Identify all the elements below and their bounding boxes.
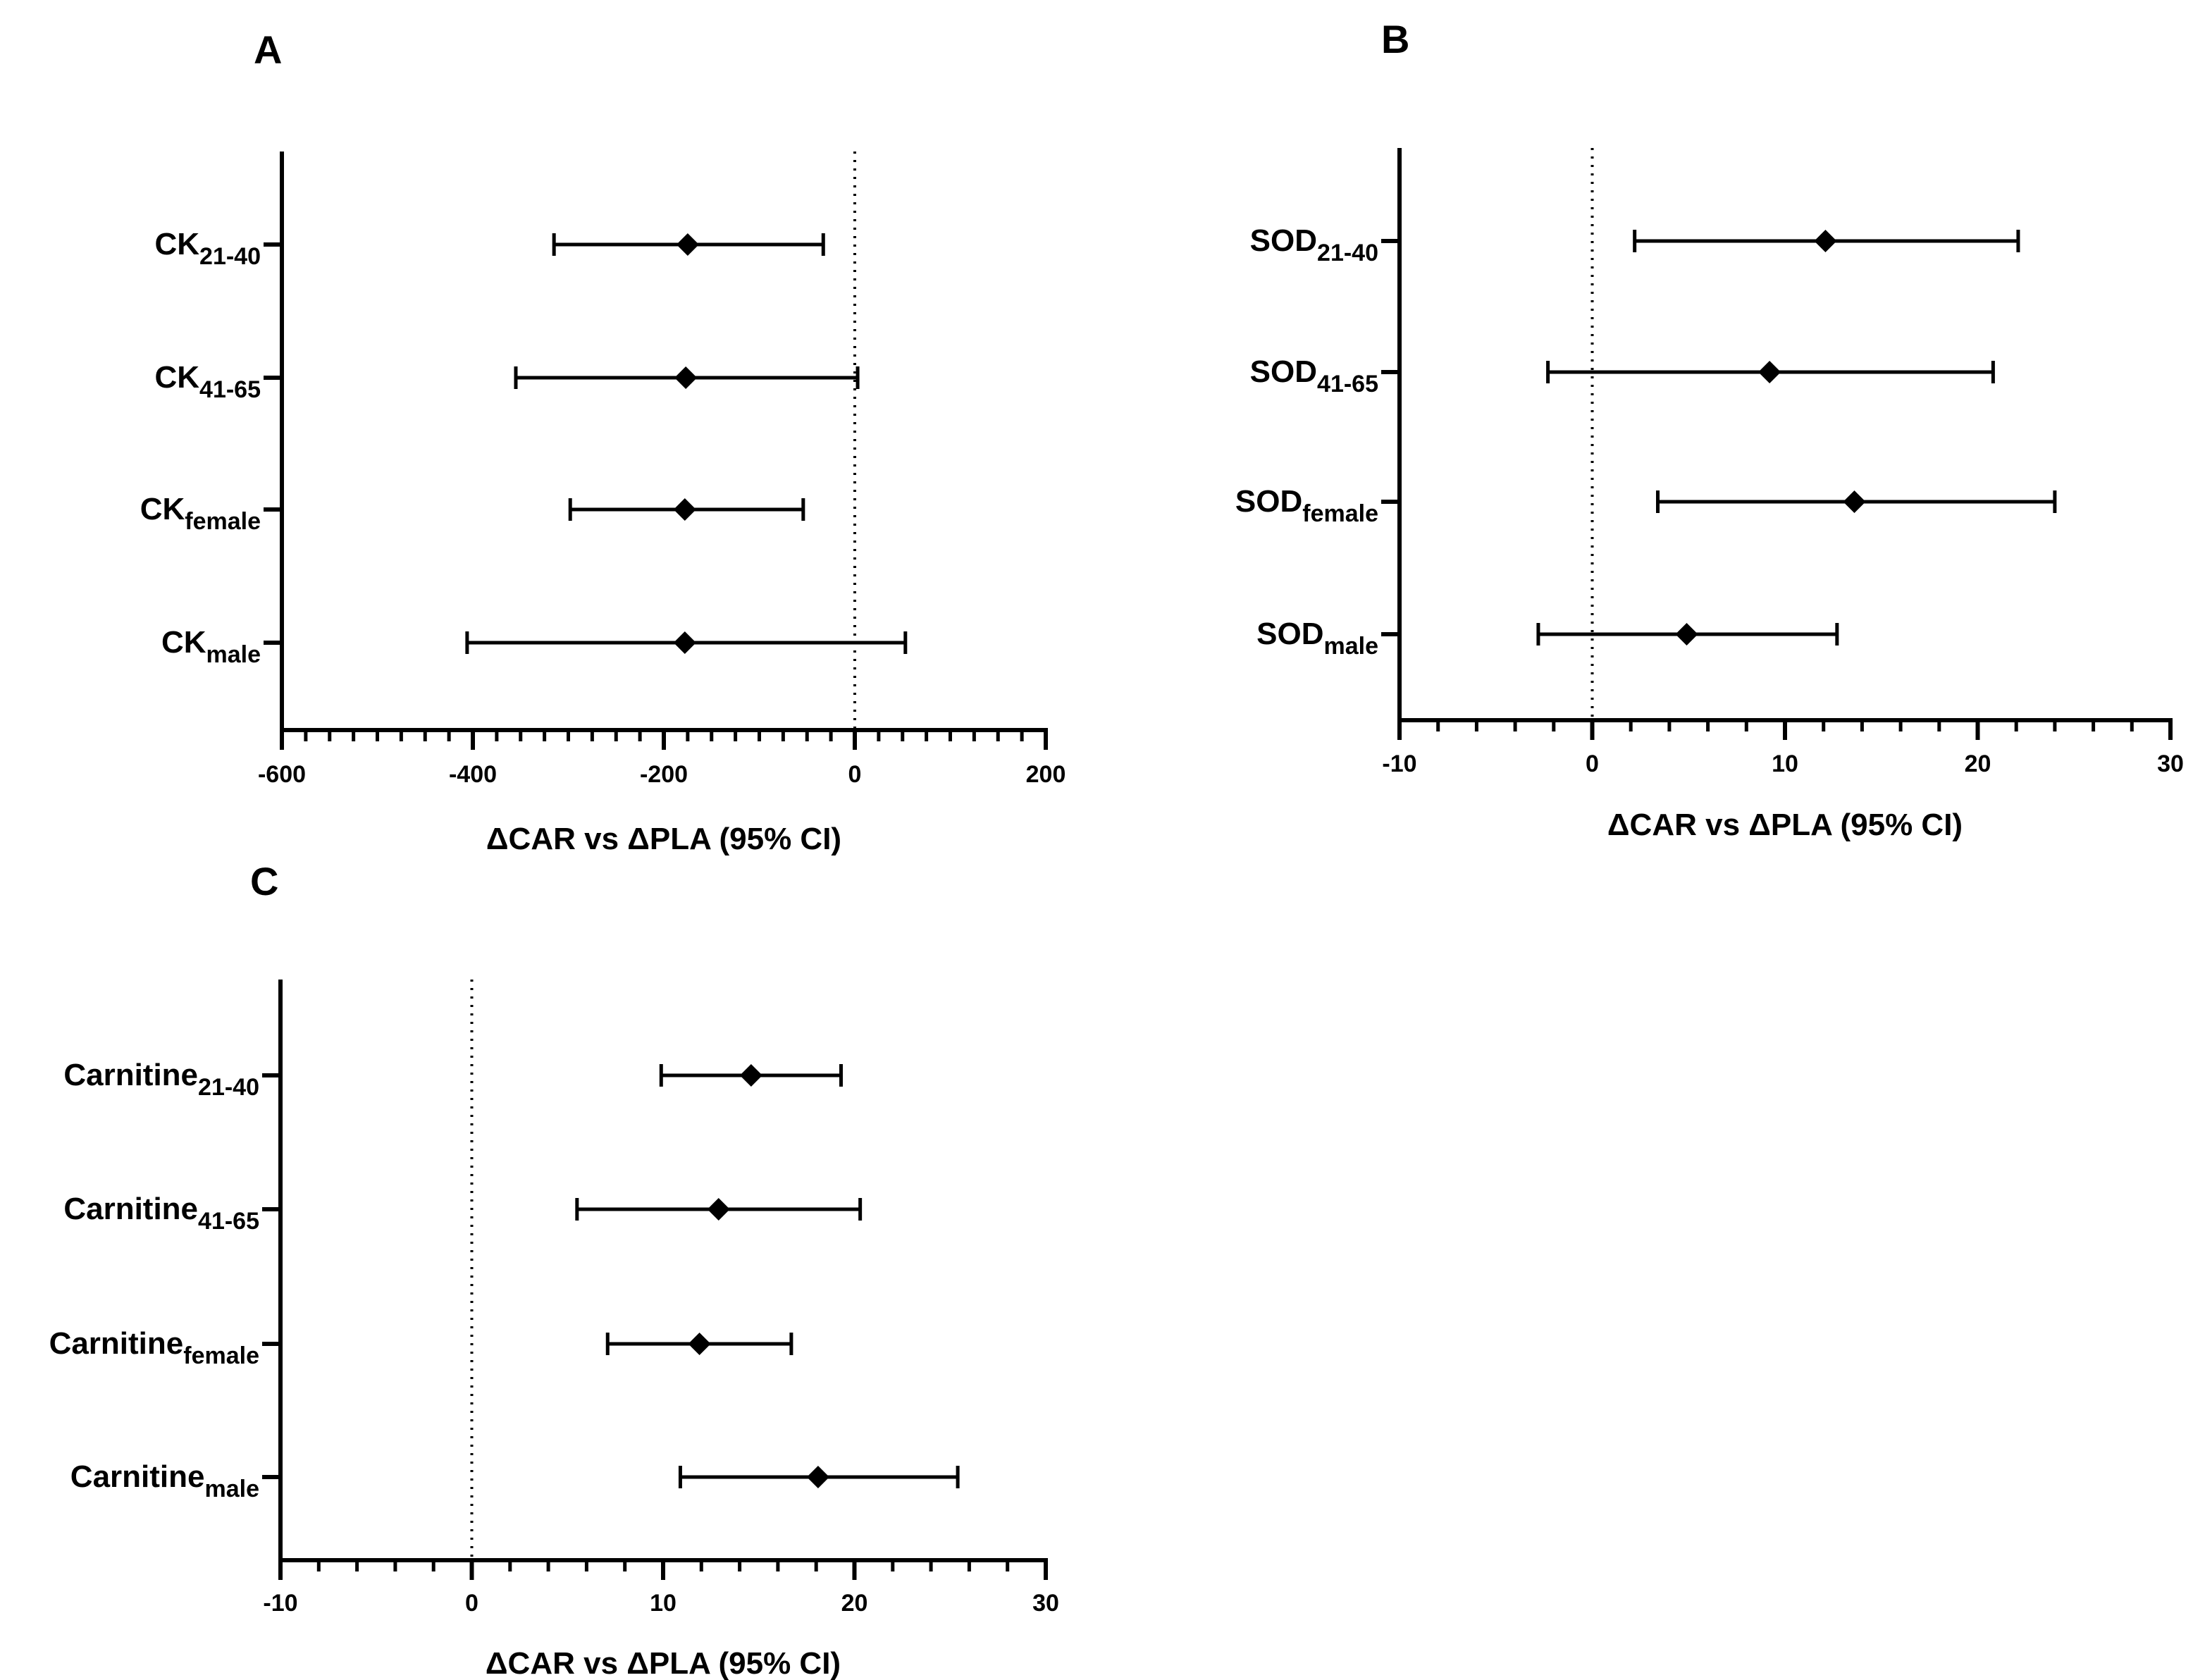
panel-letter-b: B [1381, 17, 1409, 61]
forest-row-21-40: CK21-40 [154, 227, 825, 270]
forest-row-41-65: CK41-65 [154, 360, 860, 403]
x-axis-title: ΔCAR vs ΔPLA (95% CI) [486, 822, 841, 856]
category-label: SODmale [1256, 617, 1378, 660]
x-tick-label: 200 [1026, 761, 1066, 788]
estimate-diamond [673, 631, 696, 654]
category-label: Carnitine41-65 [63, 1192, 259, 1235]
category-label: Carnitinemale [70, 1459, 259, 1502]
x-tick-label: 20 [841, 1590, 868, 1617]
estimate-diamond [1814, 230, 1837, 252]
category-label: SODfemale [1235, 484, 1378, 527]
x-tick-label: -10 [263, 1590, 297, 1617]
x-tick-label: -200 [640, 761, 688, 788]
estimate-diamond [1843, 490, 1866, 513]
estimate-diamond [676, 233, 699, 256]
x-tick-label: 20 [1965, 751, 1991, 777]
forest-row-female: CKfemale [140, 492, 805, 535]
forest-row-male: CKmale [161, 625, 908, 668]
estimate-diamond [673, 498, 696, 521]
estimate-diamond [1758, 361, 1781, 383]
x-tick-label: 30 [1032, 1590, 1059, 1617]
x-axis-title: ΔCAR vs ΔPLA (95% CI) [1607, 808, 1963, 842]
forest-row-41-65: SOD41-65 [1250, 354, 1995, 397]
x-tick-label: -10 [1382, 751, 1416, 777]
panel-a: A -600 -400 -200 0 200 ΔCAR vs ΔPLA (95% CI) CK… [140, 27, 1066, 856]
forest-row-female: Carnitinefemale [49, 1326, 793, 1369]
estimate-diamond [674, 366, 698, 389]
x-tick-label: 30 [2157, 751, 2184, 777]
x-tick-label: -400 [449, 761, 497, 788]
panel-c: C -10 0 10 20 30 ΔCAR vs ΔPLA (95% CI) Carnitin… [49, 859, 1059, 1680]
panel-b: B -10 0 10 20 30 ΔCAR vs ΔPLA (95% CI) SOD21-40… [1235, 17, 2184, 842]
forest-row-male: Carnitinemale [70, 1459, 960, 1502]
forest-row-female: SODfemale [1235, 484, 2057, 527]
forest-row-21-40: SOD21-40 [1250, 223, 2020, 266]
category-label: SOD41-65 [1250, 354, 1378, 397]
forest-row-41-65: Carnitine41-65 [63, 1192, 863, 1235]
category-label: Carnitinefemale [49, 1326, 259, 1369]
x-tick-label: 10 [650, 1590, 677, 1617]
category-label: CK21-40 [154, 227, 261, 270]
category-label: SOD21-40 [1250, 223, 1378, 266]
estimate-diamond [688, 1333, 711, 1355]
category-label: CK41-65 [154, 360, 261, 403]
category-label: CKmale [161, 625, 261, 668]
forest-row-21-40: Carnitine21-40 [63, 1058, 843, 1101]
x-tick-label: 0 [1586, 751, 1599, 777]
x-tick-label: 0 [465, 1590, 478, 1617]
x-axis-title: ΔCAR vs ΔPLA (95% CI) [486, 1646, 841, 1680]
x-tick-label: -600 [258, 761, 306, 788]
estimate-diamond [707, 1198, 730, 1221]
estimate-diamond [739, 1064, 762, 1087]
category-label: CKfemale [140, 492, 261, 535]
estimate-diamond [806, 1466, 829, 1488]
estimate-diamond [1675, 623, 1698, 646]
x-tick-label: 10 [1772, 751, 1798, 777]
x-tick-label: 0 [848, 761, 862, 788]
category-label: Carnitine21-40 [63, 1058, 259, 1101]
panel-letter-a: A [254, 27, 282, 72]
panel-letter-c: C [250, 859, 278, 903]
forest-row-male: SODmale [1256, 617, 1839, 660]
